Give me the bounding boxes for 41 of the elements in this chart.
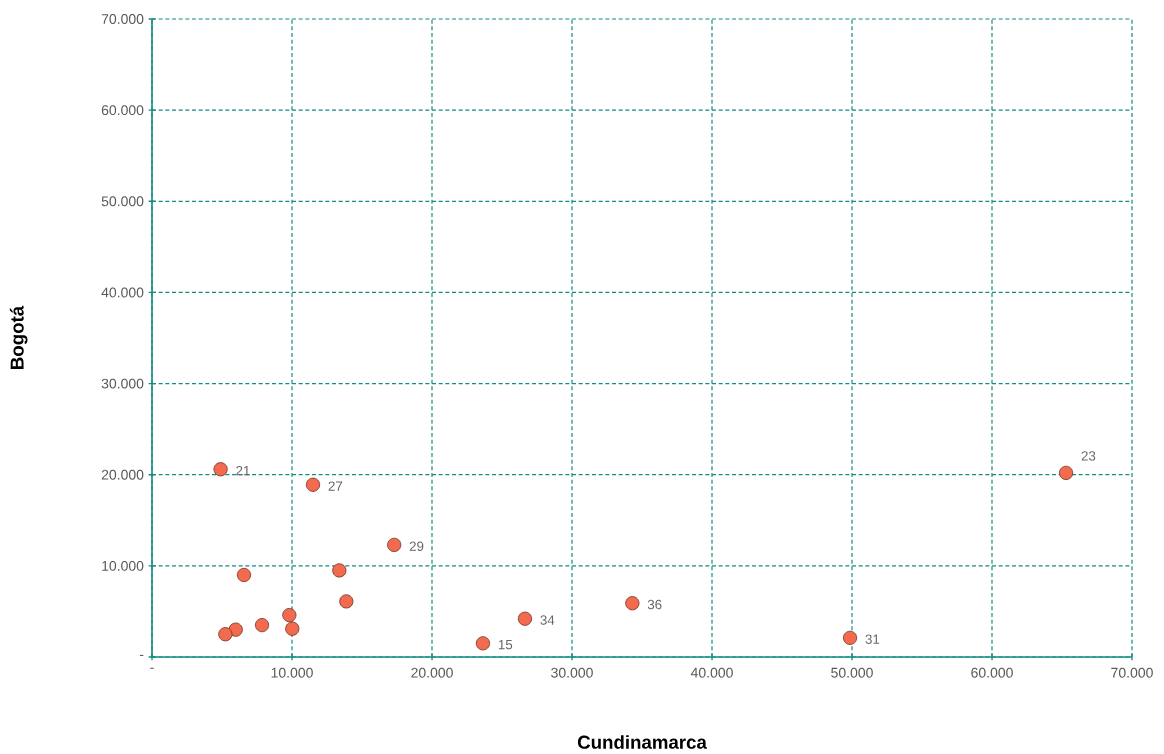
x-tick-label: 70.000 (1111, 667, 1153, 678)
x-tick-label: 10.000 (271, 667, 313, 678)
y-tick-label: 50.000 (101, 196, 144, 207)
y-tick-label: - (139, 654, 144, 656)
y-tick-label: 30.000 (101, 378, 144, 389)
y-axis-title: Bogotá (9, 305, 28, 369)
annotation: 34 (540, 615, 555, 625)
point (218, 627, 233, 642)
annotation: 27 (328, 481, 343, 491)
annotation: 29 (409, 541, 424, 551)
point (475, 636, 491, 651)
annotation: 36 (647, 599, 662, 610)
point (1058, 465, 1074, 480)
y-tick-label: 20.000 (101, 469, 144, 480)
point (625, 596, 640, 611)
point (254, 618, 270, 633)
x-tick-label: 20.000 (411, 667, 453, 678)
annotation: 23 (1081, 451, 1096, 461)
point (236, 567, 252, 583)
y-tick-label: 40.000 (101, 287, 144, 298)
x-tick-label: 30.000 (551, 667, 593, 678)
point (305, 477, 321, 492)
point (387, 537, 402, 552)
annotation: 21 (236, 465, 250, 476)
point (842, 630, 858, 645)
point (213, 462, 228, 477)
x-axis-title: Cundinamarca (577, 735, 707, 749)
x-tick-label: 40.000 (690, 667, 733, 678)
point (332, 563, 347, 578)
point (339, 594, 354, 609)
y-tick-label: 60.000 (101, 105, 144, 116)
x-tick-label: 50.000 (831, 667, 873, 678)
y-tick-label: 10.000 (102, 560, 144, 571)
x-tick-label: - (150, 667, 154, 669)
y-tick-label: 70.000 (101, 14, 144, 24)
x-tick-label: 60.000 (971, 667, 1013, 678)
annotation: 31 (865, 634, 880, 644)
point (517, 611, 533, 626)
point (285, 621, 300, 636)
point (282, 608, 297, 623)
annotation: 15 (498, 640, 513, 650)
